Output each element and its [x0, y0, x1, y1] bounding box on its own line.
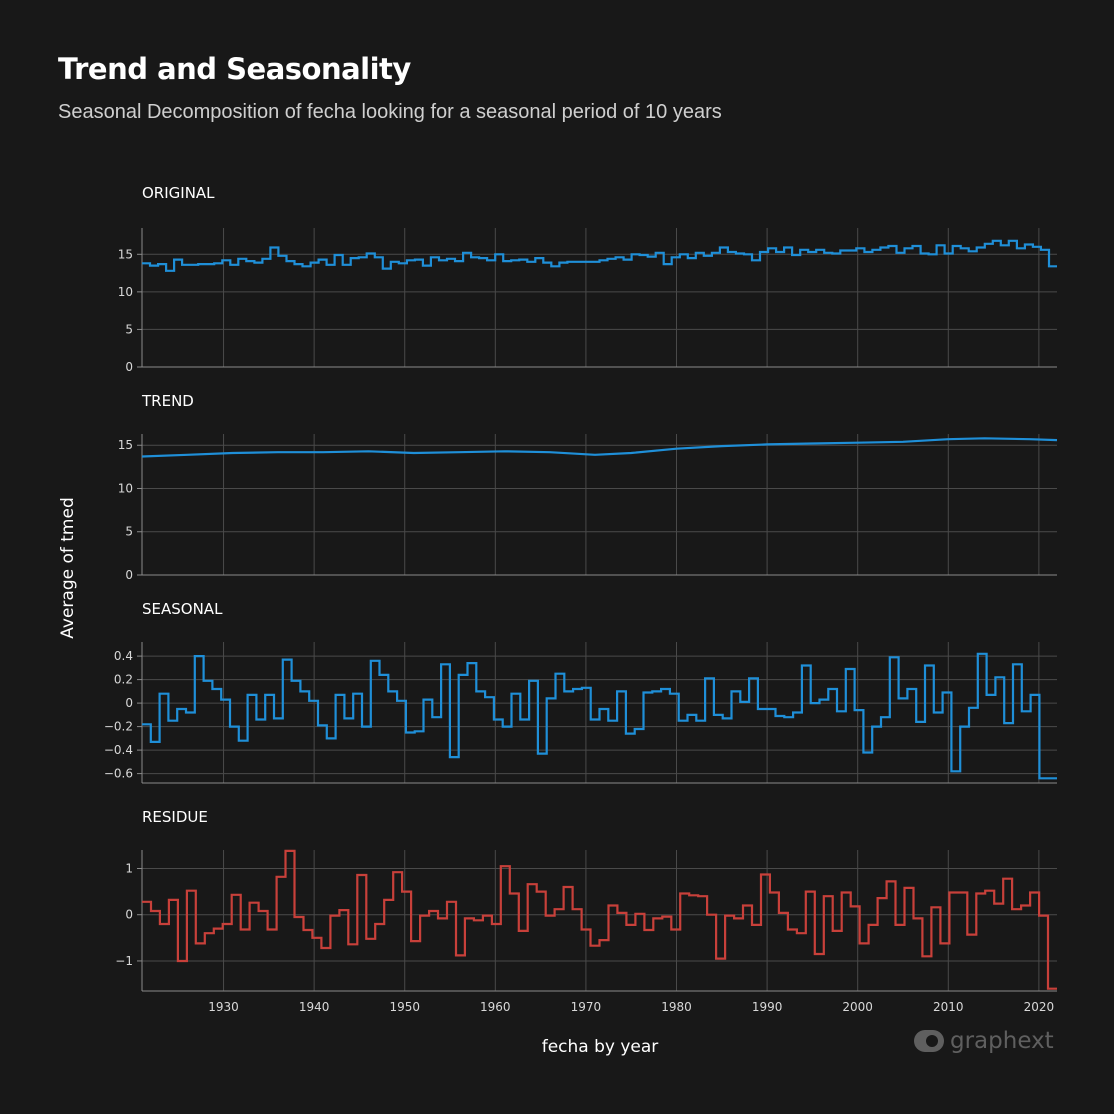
graphext-watermark: graphext [914, 1028, 1054, 1054]
series-line-seasonal [142, 652, 1057, 780]
y-tick-label: 0.4 [114, 649, 133, 663]
panel-title-residue: RESIDUE [142, 808, 208, 826]
panel-title-seasonal: SEASONAL [142, 600, 223, 618]
series-line-original [142, 239, 1057, 272]
x-tick-label: 1970 [571, 1000, 602, 1014]
graphext-logo-icon [914, 1030, 944, 1052]
panel-title-original: ORIGINAL [142, 184, 215, 202]
x-tick-label: 1930 [208, 1000, 239, 1014]
y-tick-label: 0 [125, 908, 133, 922]
y-tick-label: 1 [125, 861, 133, 875]
x-tick-label: 1980 [661, 1000, 692, 1014]
chart-subtitle: Seasonal Decomposition of fecha looking … [58, 101, 722, 123]
axes [137, 228, 1057, 992]
series-lines [141, 239, 1058, 990]
y-tick-label: −0.2 [104, 720, 133, 734]
y-tick-label: 0.2 [114, 673, 133, 687]
x-axis-title: fecha by year [542, 1037, 659, 1057]
y-tick-label: 15 [118, 247, 133, 261]
x-tick-label: 1950 [389, 1000, 420, 1014]
y-tick-label: 0 [125, 568, 133, 582]
x-tick-label: 2000 [842, 1000, 873, 1014]
y-tick-label: 5 [125, 525, 133, 539]
y-tick-label: −1 [115, 954, 133, 968]
y-tick-label: −0.6 [104, 767, 133, 781]
y-axis-title: Average of tmed [58, 497, 78, 638]
x-tick-label: 1940 [299, 1000, 330, 1014]
chart-labels: 1930 1940 1950 1960 1970 1980 1990 2000 2010 2020… [58, 184, 1054, 1057]
x-tick-label: 1990 [752, 1000, 783, 1014]
x-tick-label: 2020 [1024, 1000, 1055, 1014]
series-line-residue [142, 849, 1057, 990]
y-tick-label: 0 [125, 696, 133, 710]
y-tick-label: 10 [118, 285, 133, 299]
chart-title: Trend and Seasonality [58, 52, 411, 86]
y-tick-label: 0 [125, 360, 133, 374]
x-tick-label: 1960 [480, 1000, 511, 1014]
y-tick-label: 5 [125, 322, 133, 336]
x-tick-label: 2010 [933, 1000, 964, 1014]
y-tick-label: 15 [118, 438, 133, 452]
panel-title-trend: TREND [141, 392, 194, 410]
y-tick-label: −0.4 [104, 743, 133, 757]
series-line-trend [141, 437, 1058, 458]
y-tick-label: 10 [118, 481, 133, 495]
watermark-text: graphext [950, 1028, 1054, 1054]
